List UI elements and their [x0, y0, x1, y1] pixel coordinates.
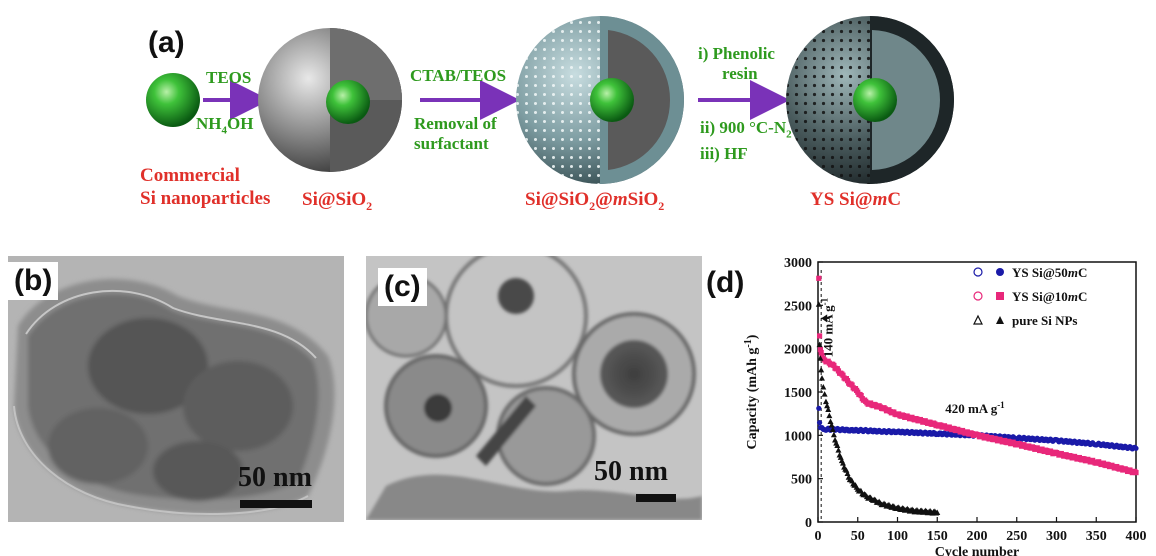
series-1	[816, 275, 1139, 476]
legend-entry: YS Si@50mC	[1012, 265, 1087, 280]
step3-conditions-label: ii) 900 °C-N2 iii) HF	[700, 118, 792, 164]
step1-bottom-label: NH4OH	[196, 114, 254, 137]
x-tick-label: 200	[967, 529, 988, 544]
mesoporous-sphere-icon	[516, 16, 684, 184]
capacity-chart: 0 50 100 150 200 250 300 350 400 0 500 1000 1500 2000…	[743, 256, 1147, 556]
x-tick-label: 50	[851, 529, 865, 544]
plot-frame	[817, 261, 1137, 523]
data-point	[824, 402, 831, 409]
panel-a-label: (a)	[148, 26, 185, 59]
y-tick-label: 1500	[784, 386, 812, 401]
data-point	[818, 349, 824, 356]
data-point	[816, 275, 822, 281]
data-point	[816, 405, 822, 411]
data-point	[828, 422, 835, 428]
ys-si-mc-label: YS Si@mC	[810, 189, 902, 210]
y-tick-label: 3000	[784, 256, 812, 271]
yolk-shell-sphere-icon	[786, 16, 954, 184]
data-point	[829, 426, 836, 432]
y-tick-label: 500	[791, 473, 812, 488]
legend-open-marker	[973, 267, 983, 277]
legend-filled-marker	[996, 316, 1004, 324]
data-point	[827, 418, 834, 424]
annotation-420: 420 mA g-1	[945, 400, 1005, 416]
y-tick-label: 0	[805, 516, 812, 531]
step2-bottom-label: Removal of surfactant	[414, 114, 497, 153]
x-tick-label: 150	[927, 529, 948, 544]
x-tick-label: 350	[1086, 529, 1107, 544]
data-point	[817, 347, 823, 353]
commercial-si-label: Commercial Si nanoparticles	[140, 165, 271, 209]
legend-open-marker	[973, 314, 983, 325]
data-point	[844, 470, 851, 477]
legend-open-marker	[973, 291, 983, 301]
data-point	[830, 431, 837, 438]
data-point	[1133, 445, 1139, 451]
scale-bar-label: 50 nm	[238, 462, 312, 493]
y-tick-label: 1000	[784, 429, 812, 444]
data-point	[819, 353, 825, 359]
data-point	[817, 355, 824, 361]
si-sio2-label: Si@SiO2	[302, 189, 373, 213]
si-nanoparticle-icon	[146, 73, 200, 127]
step3-label: i) Phenolic resin	[698, 44, 775, 83]
step1-top-label: TEOS	[206, 68, 252, 87]
data-point	[934, 509, 941, 515]
x-tick-label: 0	[815, 529, 822, 544]
y-axis-label: Capacity (mAh g-1)	[743, 334, 761, 449]
scale-bar	[636, 494, 676, 502]
panel-b-label: (b)	[8, 262, 59, 300]
data-point	[831, 362, 837, 369]
data-point	[825, 406, 832, 413]
x-tick-label: 400	[1126, 529, 1147, 544]
panel-d-label: (d)	[706, 266, 745, 299]
si-sio2-msio2-label: Si@SiO2@mSiO2	[525, 189, 665, 213]
x-axis-label: Cycle number	[935, 545, 1019, 556]
scale-bar-label: 50 nm	[594, 456, 668, 487]
tem-image-c	[366, 256, 702, 520]
step2-top-label: CTAB/TEOS	[410, 66, 507, 85]
data-point	[834, 442, 841, 448]
data-point	[818, 366, 825, 373]
schematic-illustration	[146, 16, 954, 184]
legend-filled-marker	[996, 292, 1004, 300]
data-point	[835, 447, 842, 453]
y-tick-label: 2000	[784, 343, 812, 358]
series-2	[815, 301, 941, 516]
data-point	[840, 372, 846, 378]
tem-image-b	[8, 256, 344, 522]
data-point	[818, 375, 825, 381]
si-sio2-sphere-icon	[258, 28, 402, 172]
data-point	[820, 383, 827, 390]
x-tick-label: 300	[1046, 529, 1067, 544]
data-point	[849, 382, 855, 388]
data-point	[1133, 470, 1139, 476]
legend-filled-marker	[996, 268, 1004, 276]
data-point	[832, 436, 839, 443]
data-point	[816, 341, 823, 348]
data-point	[815, 301, 822, 307]
data-point	[816, 419, 823, 426]
legend-entry: YS Si@10mC	[1012, 289, 1087, 304]
panel-c-label: (c)	[378, 268, 427, 306]
y-tick-label: 2500	[784, 299, 812, 314]
legend-entry: pure Si NPs	[1012, 313, 1078, 328]
data-point	[822, 398, 829, 405]
x-tick-label: 100	[887, 529, 908, 544]
scale-bar	[240, 500, 312, 508]
data-point	[826, 412, 833, 419]
data-point	[821, 391, 828, 397]
arrowhead-icon	[821, 314, 828, 323]
data-point	[816, 333, 823, 339]
data-point	[858, 392, 864, 399]
data-point	[839, 460, 846, 466]
x-tick-label: 250	[1006, 529, 1027, 544]
